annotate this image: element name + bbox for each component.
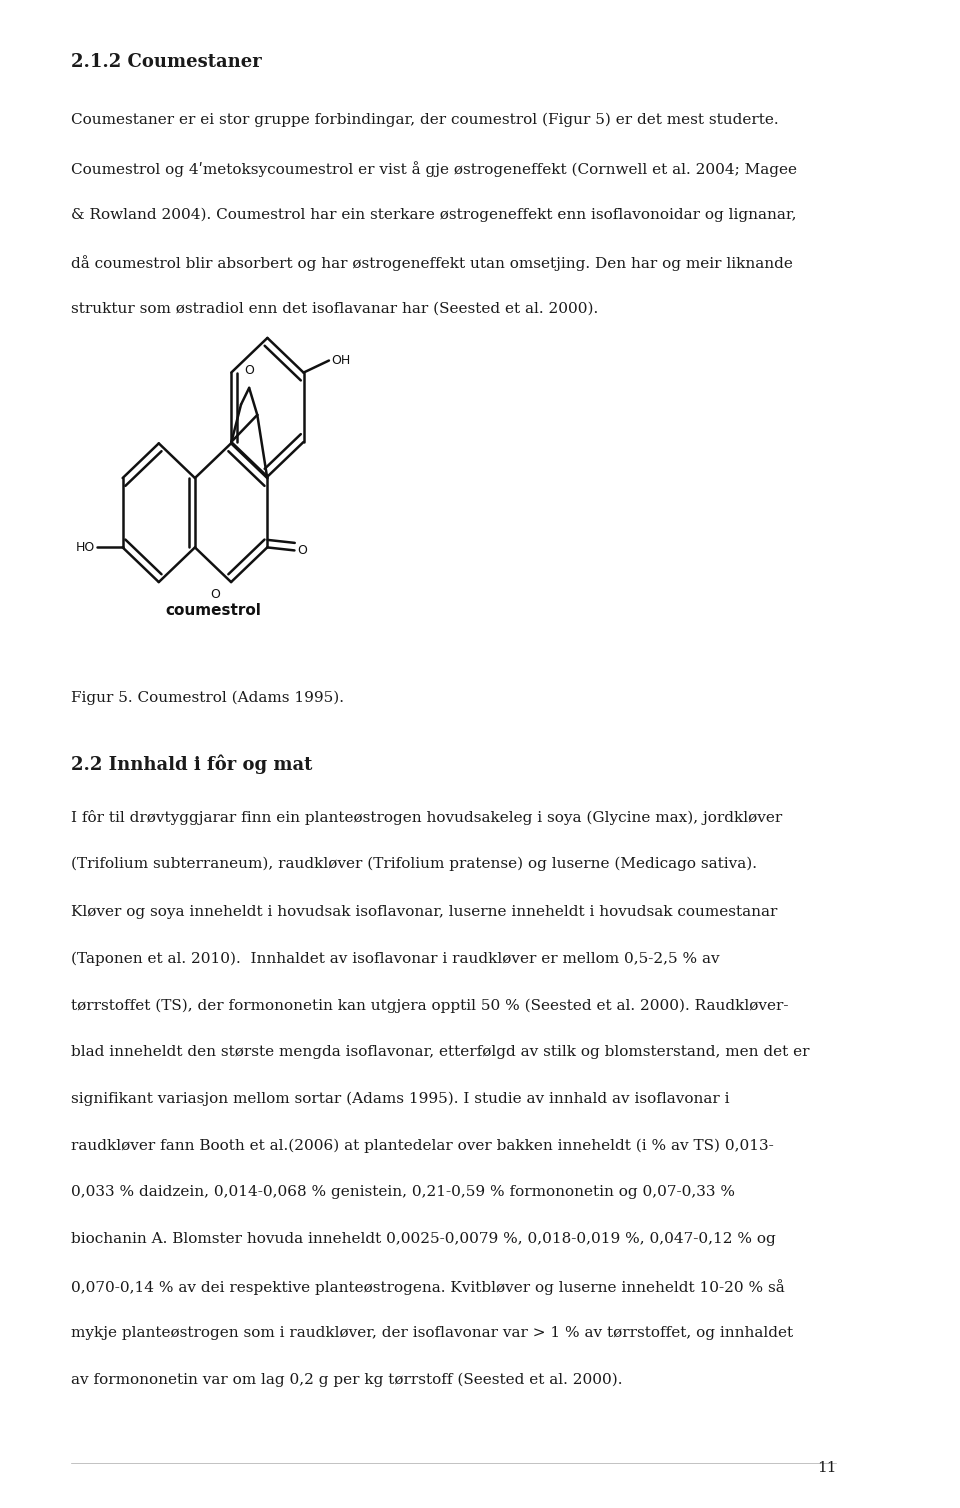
Text: 2.1.2 Coumestaner: 2.1.2 Coumestaner — [71, 53, 262, 71]
Text: Kløver og soya inneheldt i hovudsak isoflavonar, luserne inneheldt i hovudsak co: Kløver og soya inneheldt i hovudsak isof… — [71, 905, 778, 918]
Text: 11: 11 — [817, 1461, 836, 1475]
Text: då coumestrol blir absorbert og har østrogeneffekt utan omsetjing. Den har og me: då coumestrol blir absorbert og har østr… — [71, 255, 793, 271]
Text: Figur 5. Coumestrol (Adams 1995).: Figur 5. Coumestrol (Adams 1995). — [71, 691, 344, 706]
Text: (Trifolium subterraneum), raudkløver (Trifolium pratense) og luserne (Medicago s: (Trifolium subterraneum), raudkløver (Tr… — [71, 857, 756, 872]
Text: av formononetin var om lag 0,2 g per kg tørrstoff (Seested et al. 2000).: av formononetin var om lag 0,2 g per kg … — [71, 1372, 622, 1387]
Text: & Rowland 2004). Coumestrol har ein sterkare østrogeneffekt enn isoflavonoidar o: & Rowland 2004). Coumestrol har ein ster… — [71, 208, 797, 223]
Text: Coumestrol og 4ʹmetoksycoumestrol er vist å gje østrogeneffekt (Cornwell et al. : Coumestrol og 4ʹmetoksycoumestrol er vis… — [71, 161, 797, 178]
Text: coumestrol: coumestrol — [165, 603, 261, 618]
Text: blad inneheldt den største mengda isoflavonar, etterfølgd av stilk og blomsterst: blad inneheldt den største mengda isofla… — [71, 1045, 809, 1059]
Text: biochanin A. Blomster hovuda inneheldt 0,0025-0,0079 %, 0,018-0,019 %, 0,047-0,1: biochanin A. Blomster hovuda inneheldt 0… — [71, 1232, 776, 1246]
Text: 0,033 % daidzein, 0,014-0,068 % genistein, 0,21-0,59 % formononetin og 0,07-0,33: 0,033 % daidzein, 0,014-0,068 % genistei… — [71, 1185, 735, 1199]
Text: signifikant variasjon mellom sortar (Adams 1995). I studie av innhald av isoflav: signifikant variasjon mellom sortar (Ada… — [71, 1092, 730, 1107]
Text: (Taponen et al. 2010).  Innhaldet av isoflavonar i raudkløver er mellom 0,5-2,5 : (Taponen et al. 2010). Innhaldet av isof… — [71, 952, 719, 967]
Text: struktur som østradiol enn det isoflavanar har (Seested et al. 2000).: struktur som østradiol enn det isoflavan… — [71, 302, 598, 315]
Text: Coumestaner er ei stor gruppe forbindingar, der coumestrol (Figur 5) er det mest: Coumestaner er ei stor gruppe forbinding… — [71, 113, 779, 128]
Text: O: O — [244, 365, 254, 377]
Text: raudkløver fann Booth et al.(2006) at plantedelar over bakken inneheldt (i % av : raudkløver fann Booth et al.(2006) at pl… — [71, 1139, 774, 1154]
Text: 2.2 Innhald i fôr og mat: 2.2 Innhald i fôr og mat — [71, 754, 312, 774]
Text: OH: OH — [331, 354, 350, 366]
Text: 0,070-0,14 % av dei respektive planteøstrogena. Kvitbløver og luserne inneheldt : 0,070-0,14 % av dei respektive planteøst… — [71, 1279, 784, 1295]
Text: I fôr til drøvtyggjarar finn ein planteøstrogen hovudsakeleg i soya (Glycine max: I fôr til drøvtyggjarar finn ein planteø… — [71, 810, 782, 825]
Text: mykje planteøstrogen som i raudkløver, der isoflavonar var > 1 % av tørrstoffet,: mykje planteøstrogen som i raudkløver, d… — [71, 1326, 793, 1339]
Text: tørrstoffet (TS), der formononetin kan utgjera opptil 50 % (Seested et al. 2000): tørrstoffet (TS), der formononetin kan u… — [71, 998, 788, 1013]
Text: O: O — [210, 588, 220, 602]
Text: HO: HO — [75, 541, 94, 553]
Text: O: O — [298, 544, 307, 556]
